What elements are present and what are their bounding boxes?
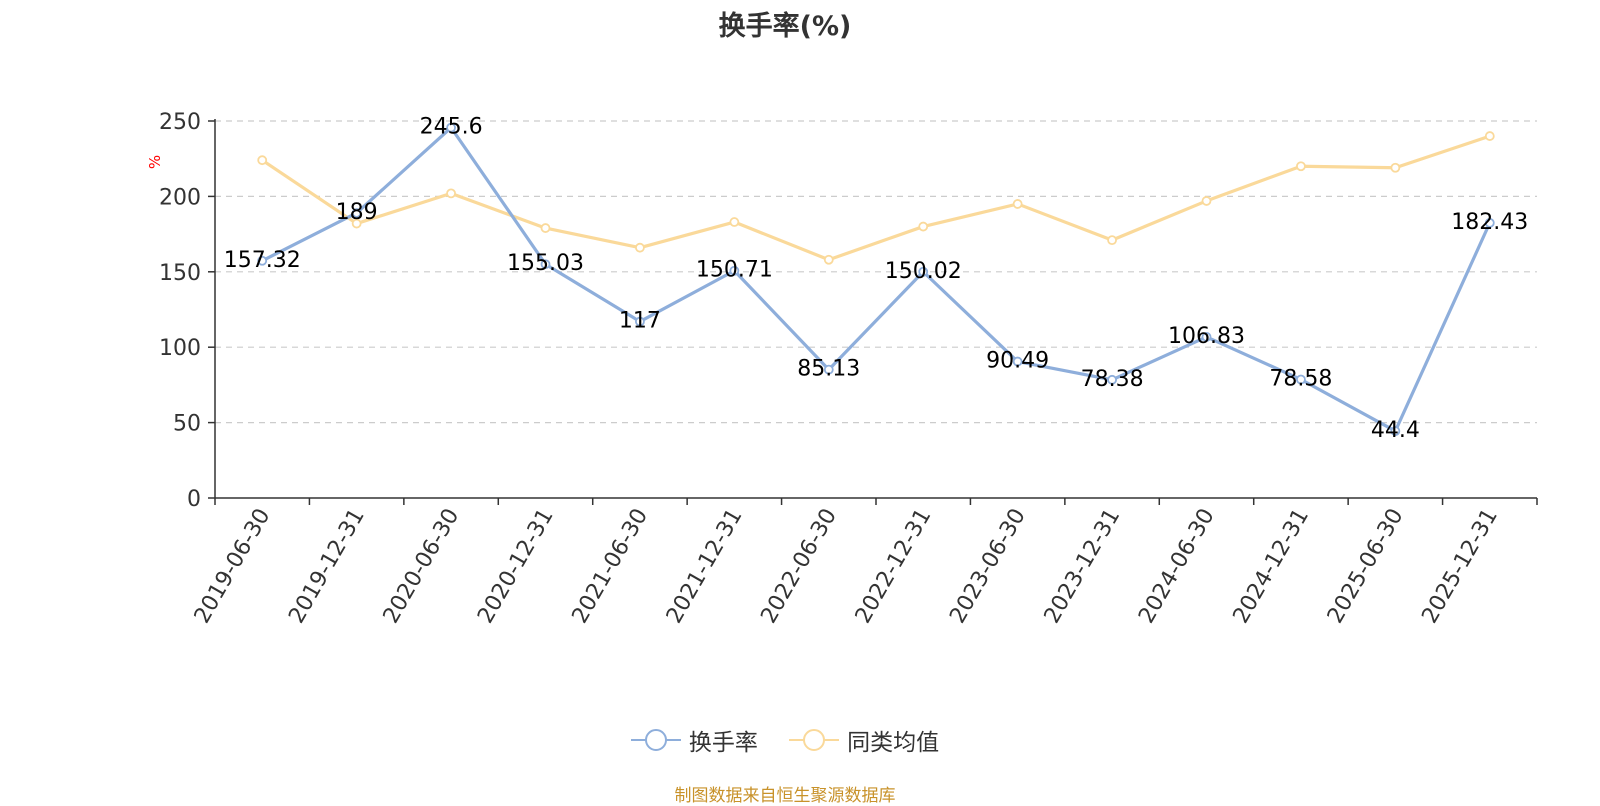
legend-label: 同类均值 <box>847 730 940 756</box>
data-label: 44.4 <box>1371 418 1420 443</box>
y-tick-label: 200 <box>159 185 201 210</box>
data-point-series-1 <box>446 122 456 133</box>
data-point-series-1 <box>1107 374 1117 385</box>
x-tick-label: 2021-12-31 <box>662 505 748 628</box>
data-point-series-1 <box>823 364 834 375</box>
data-point-series-1 <box>1484 217 1495 228</box>
data-point-series-1 <box>1390 426 1401 436</box>
legend-item-series-1[interactable]: 换手率 <box>630 723 758 757</box>
data-point-series-1 <box>918 266 929 277</box>
data-point-series-1 <box>1296 374 1306 385</box>
x-tick-label: 2019-06-30 <box>190 505 276 628</box>
data-point-series-2 <box>1296 161 1306 172</box>
data-point-series-2 <box>1012 199 1023 209</box>
legend-line-icon <box>630 728 681 752</box>
series-line-2 <box>261 134 1491 262</box>
legend-line-icon <box>789 728 840 752</box>
data-label: 78.38 <box>1081 367 1144 392</box>
data-point-series-2 <box>729 217 740 227</box>
data-point-series-2 <box>540 223 551 233</box>
data-label: 150.71 <box>696 258 773 283</box>
y-tick-label: 150 <box>159 261 201 286</box>
x-tick-label: 2024-06-30 <box>1134 505 1220 628</box>
data-point-series-2 <box>1201 196 1212 206</box>
x-tick-label: 2022-12-31 <box>851 505 937 628</box>
x-tick-label: 2025-06-30 <box>1323 505 1409 628</box>
data-label: 182.43 <box>1451 210 1528 235</box>
data-label: 117 <box>619 309 661 334</box>
data-label: 245.6 <box>420 115 483 140</box>
data-point-series-2 <box>257 155 268 166</box>
data-point-series-1 <box>729 265 740 276</box>
legend-label: 换手率 <box>688 730 758 756</box>
data-label: 78.58 <box>1269 367 1332 392</box>
x-tick-label: 2023-06-30 <box>945 505 1031 628</box>
data-label: 189 <box>336 200 378 225</box>
data-label: 155.03 <box>507 251 584 276</box>
data-point-series-2 <box>1484 131 1495 141</box>
data-source-note: 制图数据来自恒生聚源数据库 <box>674 786 896 806</box>
data-point-series-1 <box>351 208 362 218</box>
data-point-series-2 <box>1390 162 1401 173</box>
y-tick-label: 0 <box>187 487 201 512</box>
data-point-series-2 <box>351 218 362 229</box>
y-tick-label: 50 <box>173 412 201 437</box>
x-tick-label: 2025-12-31 <box>1417 505 1503 628</box>
chart-title: 换手率(%) <box>718 11 852 42</box>
data-label: 157.32 <box>224 248 301 273</box>
data-label: 150.02 <box>885 259 962 284</box>
y-axis-label: % <box>146 155 164 169</box>
legend-item-series-2[interactable]: 同类均值 <box>789 723 939 757</box>
data-point-series-2 <box>1107 235 1117 246</box>
series-line-1 <box>261 126 1492 433</box>
data-point-series-1 <box>540 259 551 270</box>
y-tick-label: 100 <box>159 336 201 361</box>
data-point-series-2 <box>823 254 834 265</box>
data-point-series-1 <box>1201 332 1212 342</box>
x-tick-label: 2020-06-30 <box>379 504 465 627</box>
x-tick-label: 2021-06-30 <box>568 505 654 628</box>
data-point-series-1 <box>257 255 268 266</box>
data-point-series-1 <box>635 316 645 327</box>
data-point-series-2 <box>918 221 929 232</box>
data-point-series-2 <box>446 188 456 199</box>
y-tick-label: 250 <box>159 110 201 135</box>
x-tick-label: 2022-06-30 <box>756 505 842 628</box>
x-tick-label: 2020-12-31 <box>473 505 559 628</box>
data-label: 85.13 <box>797 357 860 382</box>
data-point-series-1 <box>1012 356 1023 367</box>
legend: 换手率 同类均值 <box>0 723 1570 758</box>
data-point-series-2 <box>635 242 645 253</box>
data-label: 90.49 <box>986 349 1049 374</box>
x-tick-label: 2019-12-31 <box>284 505 370 628</box>
x-tick-label: 2024-12-31 <box>1229 505 1315 628</box>
x-tick-label: 2023-12-31 <box>1040 505 1126 628</box>
data-label: 106.83 <box>1168 324 1245 349</box>
